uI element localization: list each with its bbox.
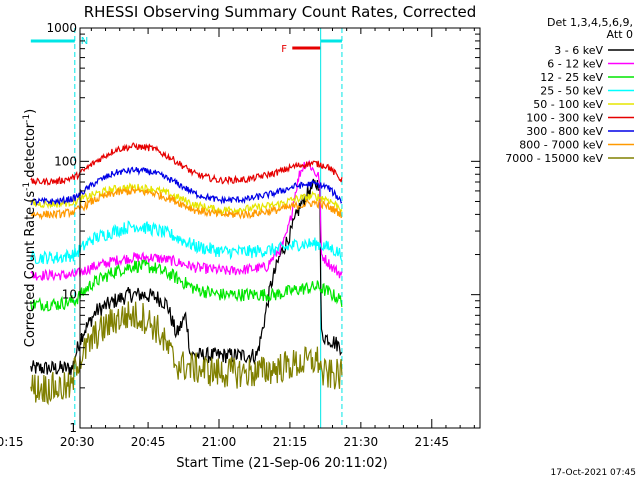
- legend-label: 6 - 12 keV: [547, 58, 603, 71]
- x-tick-label: 20:15: [0, 435, 24, 449]
- plot-frame: [79, 27, 481, 429]
- x-axis-ticks: 20:15 20:30 20:45 21:00 21:15 21:30 21:45: [0, 28, 475, 449]
- series-line: [30, 185, 342, 221]
- series-line: [30, 259, 343, 312]
- attenuator-flags: NF: [30, 36, 342, 55]
- y-tick-label: 100: [54, 154, 77, 168]
- legend-title-line2: Att 0: [607, 28, 633, 41]
- series-line: [30, 159, 343, 282]
- y-axis-label-sup: -1: [22, 182, 32, 191]
- y-axis-label: Corrected Count Rate (s-1 detector-1): [22, 109, 38, 347]
- flag-label: N: [81, 36, 88, 47]
- series-line: [30, 142, 343, 186]
- legend-label: 25 - 50 keV: [540, 85, 603, 98]
- y-tick-label: 1000: [46, 21, 77, 35]
- series-line: [30, 166, 343, 207]
- legend-label: 300 - 800 keV: [526, 125, 603, 138]
- legend-label: 50 - 100 keV: [533, 98, 603, 111]
- series-line: [30, 301, 343, 406]
- x-tick-label: 21:00: [202, 435, 237, 449]
- legend-title-line1: Det 1,3,4,5,6,9,: [547, 16, 633, 29]
- y-axis-ticks: 1 10 100 1000: [46, 21, 480, 435]
- x-tick-label: 21:30: [344, 435, 379, 449]
- y-axis-label-main: Corrected Count Rate (s: [23, 191, 38, 348]
- y-axis-label-end: ): [23, 109, 38, 114]
- legend-label: 12 - 25 keV: [540, 71, 603, 84]
- chart-title: RHESSI Observing Summary Count Rates, Co…: [84, 3, 477, 21]
- x-tick-label: 21:15: [273, 435, 308, 449]
- legend-label: 3 - 6 keV: [554, 44, 603, 57]
- legend-label: 100 - 300 keV: [526, 112, 603, 125]
- y-axis-label-sup2: -1: [22, 114, 32, 123]
- x-axis-label: Start Time (21-Sep-06 20:11:02): [176, 456, 387, 471]
- footer-date: 17-Oct-2021 07:45: [551, 468, 636, 478]
- x-tick-label: 21:45: [414, 435, 449, 449]
- series-lines: [30, 142, 343, 406]
- x-tick-label: 20:30: [60, 435, 95, 449]
- y-tick-label: 10: [62, 288, 77, 302]
- flag-label: F: [281, 44, 287, 55]
- legend-label: 7000 - 15000 keV: [505, 152, 603, 165]
- series-line: [30, 220, 343, 265]
- x-tick-label: 20:45: [131, 435, 166, 449]
- y-tick-label: 1: [69, 421, 77, 435]
- series-line: [30, 182, 343, 216]
- legend-label: 800 - 7000 keV: [519, 139, 603, 152]
- series-line: [30, 178, 343, 375]
- y-axis-label-mid: detector: [23, 122, 38, 182]
